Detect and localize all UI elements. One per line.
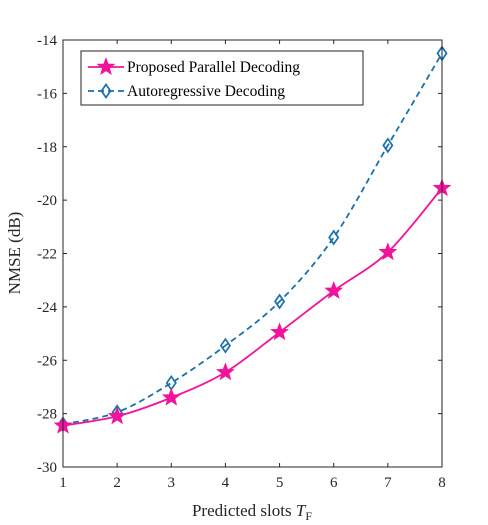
y-axis: -30 -28 -26 -24 -22 -20 -18 -16 -14 (37, 33, 442, 476)
x-tick-label: 7 (384, 475, 392, 491)
y-tick-label: -28 (37, 407, 57, 423)
plot-area (63, 40, 442, 467)
data-point (378, 242, 398, 261)
data-point (324, 280, 344, 299)
y-tick-label: -18 (37, 140, 57, 156)
y-tick-label: -20 (37, 193, 57, 209)
series-line (62, 52, 443, 426)
legend-marker (100, 83, 112, 99)
x-tick-label: 3 (168, 475, 176, 491)
legend-label: Proposed Parallel Decoding (127, 59, 300, 76)
data-point (107, 406, 127, 425)
y-tick-label: -26 (37, 353, 57, 369)
y-tick-label: -16 (37, 86, 57, 102)
x-tick-label: 1 (59, 475, 67, 491)
data-point (161, 387, 181, 406)
x-tick-label: 6 (330, 475, 338, 491)
y-tick-label: -30 (37, 460, 57, 476)
legend-box (80, 50, 364, 106)
y-axis-label: NMSE (dB) (5, 212, 24, 295)
data-point (215, 362, 235, 381)
x-axis-label-symbol: T (296, 501, 307, 520)
x-axis: 1 2 3 4 5 6 7 8 (59, 40, 446, 491)
data-point (270, 322, 290, 341)
data-point (382, 137, 394, 154)
legend-marker (96, 57, 116, 76)
data-point (328, 229, 340, 246)
legend: Proposed Parallel Decoding Autoregressive… (80, 50, 364, 106)
x-tick-label: 2 (113, 475, 121, 491)
x-axis-label: Predicted slots TF (192, 501, 312, 523)
y-tick-label: -14 (37, 33, 57, 49)
legend-label: Autoregressive Decoding (127, 83, 285, 100)
x-tick-label: 4 (222, 475, 230, 491)
x-axis-label-subscript: F (305, 509, 312, 523)
y-tick-label: -22 (37, 247, 57, 263)
x-tick-label: 5 (276, 475, 284, 491)
x-tick-label: 8 (438, 475, 446, 491)
data-point (274, 293, 286, 310)
data-point (219, 337, 231, 354)
y-tick-label: -24 (37, 300, 57, 316)
